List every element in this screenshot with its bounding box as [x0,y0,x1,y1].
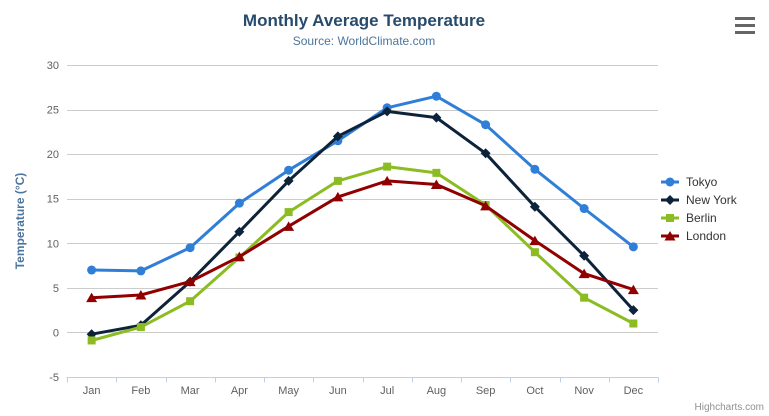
legend-label: London [686,229,727,243]
data-point[interactable] [136,266,146,276]
data-point[interactable] [185,243,195,253]
x-tick-label: Aug [427,385,447,397]
series-line [90,165,635,342]
data-point[interactable] [87,265,97,275]
y-tick-label: 30 [47,60,59,72]
x-tick-label: Sep [476,385,496,397]
highcharts-credit[interactable]: Highcharts.com [694,402,764,413]
diamond-marker-icon [661,195,679,205]
legend-label: Berlin [686,211,717,225]
data-point[interactable] [333,176,342,185]
data-point[interactable] [580,293,589,302]
triangle-marker-icon [661,231,679,241]
data-point[interactable] [332,131,343,142]
x-tick-label: Feb [131,385,150,397]
y-tick-label: 10 [47,238,59,250]
data-point[interactable] [480,200,492,211]
x-tick-label: Mar [181,385,200,397]
series-london [86,175,639,303]
data-point[interactable] [382,106,393,117]
series-tokyo [87,91,638,276]
data-point[interactable] [184,276,196,287]
y-tick-label: 25 [47,105,59,117]
data-point[interactable] [383,162,392,171]
square-marker-icon [661,214,679,222]
x-tick-label: Jul [380,385,394,397]
hamburger-menu-icon [735,17,755,34]
data-point[interactable] [431,112,442,123]
y-tick-label: 20 [47,149,59,161]
data-point[interactable] [234,226,245,237]
data-point[interactable] [530,248,539,257]
circle-marker-icon [661,177,679,187]
data-point[interactable] [135,289,147,300]
data-point[interactable] [234,198,244,208]
data-point[interactable] [431,91,441,101]
data-point[interactable] [233,251,245,262]
data-point[interactable] [432,168,441,177]
legend: Tokyo New York Berlin London [661,173,737,245]
data-point[interactable] [627,284,639,295]
data-point[interactable] [628,242,638,252]
y-tick-label: 0 [53,327,59,339]
data-point[interactable] [529,201,540,212]
legend-item-london[interactable]: London [661,227,737,245]
legend-marker [665,195,675,205]
y-tick-label: 5 [53,283,59,295]
x-tick-label: Dec [624,385,644,397]
x-tick-label: Nov [574,385,594,397]
data-point[interactable] [283,221,295,231]
data-point[interactable] [284,208,293,217]
y-tick-label: -5 [49,372,59,384]
legend-marker [666,214,674,222]
legend-item-new-york[interactable]: New York [661,191,737,209]
legend-item-berlin[interactable]: Berlin [661,209,737,227]
data-point[interactable] [629,319,638,328]
data-point[interactable] [136,323,145,332]
data-point[interactable] [579,250,590,261]
data-point[interactable] [628,305,639,316]
x-tick-label: Jan [83,385,101,397]
data-point[interactable] [186,297,195,306]
data-point[interactable] [530,164,540,174]
data-point[interactable] [332,191,344,202]
y-axis-title: Temperature (°C) [13,173,27,270]
data-point[interactable] [529,235,541,246]
x-tick-label: Jun [329,385,347,397]
chart-title: Monthly Average Temperature [242,11,486,30]
x-tick-label: Apr [231,385,248,397]
series-new-york [86,106,639,340]
legend-item-tokyo[interactable]: Tokyo [661,173,737,191]
data-point[interactable] [430,179,442,189]
series-line [90,179,635,300]
series-line [90,109,635,336]
data-point[interactable] [579,204,589,214]
x-tick-label: Oct [526,385,543,397]
legend-marker [665,177,675,187]
data-point[interactable] [284,165,294,175]
legend-label: New York [686,193,737,207]
data-point[interactable] [481,120,491,130]
data-point[interactable] [578,268,590,279]
data-point[interactable] [480,148,491,159]
data-point[interactable] [86,292,98,303]
data-point[interactable] [283,175,294,186]
export-menu-button[interactable] [732,14,758,37]
chart-subtitle: Source: WorldClimate.com [292,34,436,48]
x-tick-label: May [278,385,299,397]
legend-marker [664,231,676,241]
y-tick-label: 15 [47,194,59,206]
legend-label: Tokyo [686,175,718,189]
data-point[interactable] [381,175,393,186]
data-point[interactable] [87,336,96,345]
